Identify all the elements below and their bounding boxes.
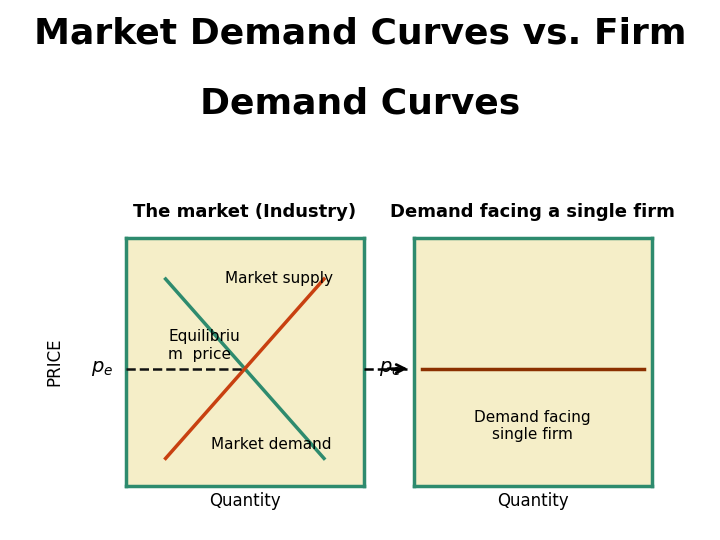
Text: Demand facing a single firm: Demand facing a single firm bbox=[390, 204, 675, 221]
X-axis label: Quantity: Quantity bbox=[209, 491, 281, 510]
Text: The market (Industry): The market (Industry) bbox=[133, 204, 356, 221]
Text: $p_e$: $p_e$ bbox=[379, 359, 401, 378]
Text: Market demand: Market demand bbox=[211, 437, 331, 452]
Text: Market Demand Curves vs. Firm: Market Demand Curves vs. Firm bbox=[34, 16, 686, 50]
Text: Market supply: Market supply bbox=[225, 272, 333, 287]
Text: Equilibriu
m  price: Equilibriu m price bbox=[168, 329, 240, 362]
Text: Demand Curves: Demand Curves bbox=[200, 86, 520, 120]
Text: PRICE: PRICE bbox=[45, 338, 63, 386]
X-axis label: Quantity: Quantity bbox=[497, 491, 569, 510]
Text: Demand facing
single firm: Demand facing single firm bbox=[474, 410, 591, 442]
Text: $p_e$: $p_e$ bbox=[91, 359, 113, 378]
